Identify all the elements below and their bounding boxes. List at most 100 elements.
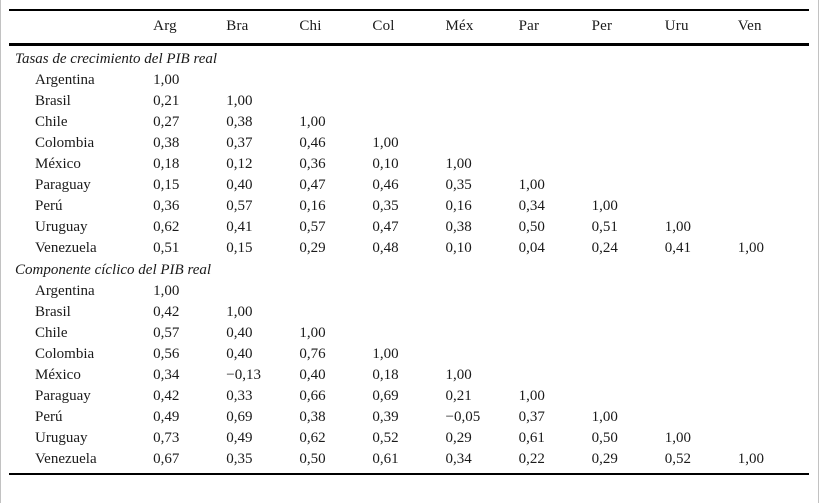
correlation-value: [590, 91, 663, 112]
correlation-value: [517, 365, 590, 386]
correlation-value: 1,00: [737, 451, 765, 467]
correlation-value: [297, 281, 370, 302]
correlation-value: [590, 386, 663, 407]
col-header-col: Col: [370, 10, 444, 46]
correlation-value: [590, 281, 663, 302]
correlation-value: 1,00: [226, 93, 253, 109]
correlation-value: 0,38: [445, 219, 472, 235]
correlation-value: [590, 323, 663, 344]
correlation-value: [663, 281, 736, 302]
correlation-value: [663, 386, 736, 407]
correlation-value: [370, 323, 443, 344]
row-label: México: [35, 156, 81, 172]
correlation-value: [663, 70, 736, 91]
correlation-value: 0,41: [664, 240, 691, 256]
correlation-value: [736, 281, 809, 302]
table-row: Brasil 0,42 1,00: [9, 302, 809, 323]
correlation-value: 0,33: [226, 388, 253, 404]
correlation-value: [736, 217, 809, 238]
correlation-value: [443, 70, 516, 91]
correlation-value: 0,29: [299, 240, 326, 256]
correlation-value: [736, 133, 809, 154]
row-label: Brasil: [35, 93, 71, 109]
table-row: Paraguay 0,42 0,33 0,66 0,69 0,21 1,00: [9, 386, 809, 407]
correlation-value: 0,51: [153, 240, 180, 256]
correlation-value: 0,27: [153, 114, 180, 130]
section-title: Componente cíclico del PIB real: [15, 262, 212, 278]
correlation-value: 0,69: [226, 409, 253, 425]
correlation-value: 0,15: [153, 177, 180, 193]
correlation-value: [517, 112, 590, 133]
row-label: Argentina: [35, 283, 95, 299]
correlation-value: [517, 70, 590, 91]
correlation-value: [736, 323, 809, 344]
table-row: Colombia 0,38 0,37 0,46 1,00: [9, 133, 809, 154]
correlation-value: 0,57: [153, 325, 180, 341]
correlation-value: [370, 91, 443, 112]
correlation-value: 1,00: [299, 114, 326, 130]
correlation-value: [590, 365, 663, 386]
correlation-value: [443, 302, 516, 323]
correlation-value: 0,52: [664, 451, 691, 467]
row-label: México: [35, 367, 81, 383]
correlation-value: 0,46: [299, 135, 326, 151]
correlation-value: [517, 323, 590, 344]
col-header-ven: Ven: [735, 10, 809, 46]
correlation-value: 0,50: [518, 219, 545, 235]
correlation-value: [517, 344, 590, 365]
col-header-chi: Chi: [297, 10, 371, 46]
correlation-value: 0,10: [372, 156, 399, 172]
correlation-value: [443, 112, 516, 133]
correlation-value: 0,41: [226, 219, 253, 235]
row-label: Venezuela: [35, 240, 97, 256]
correlation-value: 0,39: [372, 409, 399, 425]
correlation-value: [663, 323, 736, 344]
correlation-value: 1,00: [372, 135, 399, 151]
table-row: Colombia 0,56 0,40 0,76 1,00: [9, 344, 809, 365]
correlation-value: [736, 344, 809, 365]
row-label: Perú: [35, 409, 63, 425]
correlation-value: 0,69: [372, 388, 399, 404]
correlation-value: 0,16: [299, 198, 326, 214]
correlation-value: 0,34: [153, 367, 180, 383]
correlation-value: 1,00: [518, 388, 545, 404]
correlation-value: 0,12: [226, 156, 253, 172]
table-row: Perú 0,49 0,69 0,38 0,39 −0,05 0,37 1,00: [9, 407, 809, 428]
correlation-value: 0,42: [153, 388, 180, 404]
correlation-value: [590, 302, 663, 323]
correlation-value: 1,00: [153, 72, 180, 88]
correlation-value: [663, 91, 736, 112]
correlation-value: [590, 154, 663, 175]
correlation-value: 0,52: [372, 430, 399, 446]
col-header-uru: Uru: [662, 10, 736, 46]
row-label: Argentina: [35, 72, 95, 88]
correlation-value: 1,00: [664, 219, 691, 235]
correlation-value: [517, 91, 590, 112]
col-header-arg: Arg: [151, 10, 225, 46]
correlation-value: [663, 154, 736, 175]
correlation-value: 0,51: [591, 219, 618, 235]
correlation-value: 0,36: [299, 156, 326, 172]
correlation-value: 0,42: [153, 304, 180, 320]
correlation-value: 1,00: [153, 283, 180, 299]
table-row: Venezuela 0,51 0,15 0,29 0,48 0,10 0,04 0,24 0,4…: [9, 238, 809, 259]
table-row: Uruguay 0,73 0,49 0,62 0,52 0,29 0,61 0,50 1,00: [9, 428, 809, 449]
correlation-value: 0,29: [445, 430, 472, 446]
correlation-value: [370, 112, 443, 133]
correlation-value: 0,35: [226, 451, 253, 467]
correlation-value: 0,67: [153, 451, 180, 467]
correlation-value: 0,73: [153, 430, 180, 446]
col-header-per: Per: [589, 10, 663, 46]
correlation-value: 1,00: [299, 325, 326, 341]
correlation-value: 0,15: [226, 240, 253, 256]
correlation-value: 1,00: [445, 156, 472, 172]
table-row: Uruguay 0,62 0,41 0,57 0,47 0,38 0,50 0,51 1,00: [9, 217, 809, 238]
correlation-value: [370, 302, 443, 323]
correlation-value: 0,35: [372, 198, 399, 214]
table-row: Brasil 0,21 1,00: [9, 91, 809, 112]
correlation-value: 1,00: [518, 177, 545, 193]
table-row: Chile 0,57 0,40 1,00: [9, 323, 809, 344]
correlation-value: 0,66: [299, 388, 326, 404]
correlation-value: [443, 323, 516, 344]
